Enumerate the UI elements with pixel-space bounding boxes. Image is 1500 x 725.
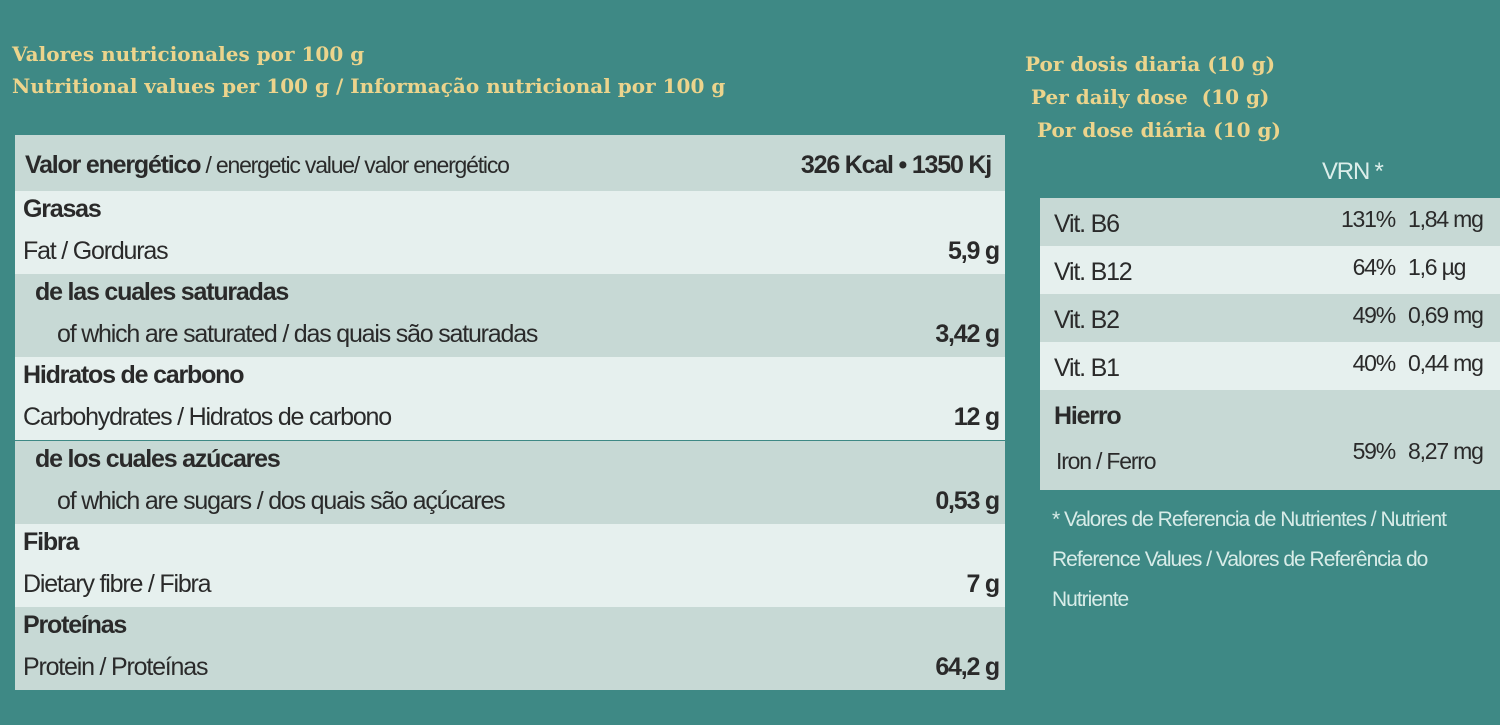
vitamin-name: Vit. B12 <box>1054 258 1133 286</box>
vitamin-name: Hierro <box>1054 402 1122 430</box>
vrn-header: VRN * <box>1322 158 1384 185</box>
nutrient-value: 7 g <box>966 569 1000 598</box>
energy-label: Valor energético / energetic value/ valo… <box>25 151 510 180</box>
nutrient-subtitle: Protein / Proteínas <box>23 653 208 681</box>
nutrient-value: 3,42 g <box>935 320 1000 349</box>
nutrient-row: de los cuales azúcares of which are sugar… <box>15 440 1005 524</box>
energy-subtitle: / energetic value/ valor energético <box>200 152 510 178</box>
nutrient-row: Proteínas Protein / Proteínas 64,2 g <box>15 607 1005 690</box>
vitamin-amount: 0,69 mg <box>1408 302 1484 328</box>
vitamin-amount: 8,27 mg <box>1408 438 1484 464</box>
nutrient-value: 64,2 g <box>935 653 1000 681</box>
nutrient-subtitle: Dietary fibre / Fibra <box>23 569 212 598</box>
vitamin-row: Vit. B6 131% 1,84 mg <box>1040 198 1500 246</box>
vitamin-pct: 64% <box>1352 254 1397 280</box>
header-line: Valores nutricionales por 100 g <box>12 42 365 66</box>
vitamin-name: Vit. B1 <box>1054 354 1120 382</box>
nutrient-subtitle: of which are sugars / dos quais são açúc… <box>57 486 506 515</box>
daily-line: Per daily dose (10 g) <box>1031 85 1270 109</box>
energy-title: Valor energético <box>25 151 202 179</box>
nutrient-title: de los cuales azúcares <box>35 444 281 473</box>
vitamin-row: Vit. B1 40% 0,44 mg <box>1040 342 1500 390</box>
nutrient-value: 0,53 g <box>935 486 1000 515</box>
vitamin-pct: 59% <box>1352 438 1397 464</box>
energy-value: 326 Kcal • 1350 Kj <box>800 151 992 179</box>
vitamin-amount: 1,6 µg <box>1408 254 1466 280</box>
daily-line: Por dosis diaria (10 g) <box>1025 52 1276 76</box>
nutrient-row: Grasas Fat / Gorduras 5,9 g <box>15 191 1005 274</box>
nutrient-row: de las cuales saturadas of which are satu… <box>15 274 1005 358</box>
nutrient-row: Hidratos de carbono Carbohydrates / Hidra… <box>15 357 1005 441</box>
vitamin-amount: 0,44 mg <box>1408 350 1484 376</box>
vitamin-row: Hierro Iron / Ferro 59% 8,27 mg <box>1040 390 1500 490</box>
nutrient-title: Hidratos de carbono <box>23 361 244 390</box>
nutrient-value: 5,9 g <box>948 237 1000 265</box>
vitamin-row: Vit. B2 49% 0,69 mg <box>1040 294 1500 342</box>
nutrient-title: de las cuales saturadas <box>35 278 289 307</box>
nutrient-title: Grasas <box>23 195 102 223</box>
nutrient-title: Fibra <box>23 527 79 556</box>
daily-line: Por dose diária (10 g) <box>1037 118 1281 142</box>
nutrient-row: Fibra Dietary fibre / Fibra 7 g <box>15 523 1005 607</box>
vitamin-subtitle: Iron / Ferro <box>1056 448 1157 474</box>
nutrient-value: 12 g <box>953 403 1000 432</box>
nutrient-subtitle: of which are saturated / das quais são s… <box>57 320 538 349</box>
vitamin-amount: 1,84 mg <box>1408 206 1484 232</box>
vitamin-name: Vit. B6 <box>1054 210 1120 238</box>
vitamin-row: Vit. B12 64% 1,6 µg <box>1040 246 1500 294</box>
nutrient-subtitle: Carbohydrates / Hidratos de carbono <box>23 403 392 432</box>
nutrient-subtitle: Fat / Gorduras <box>23 237 169 265</box>
nutrient-title: Proteínas <box>23 611 127 639</box>
footnote: * Valores de Referencia de Nutrientes / … <box>1052 508 1447 611</box>
vitamin-name: Vit. B2 <box>1054 306 1120 334</box>
vitamin-pct: 49% <box>1352 302 1397 328</box>
energy-row: Valor energético / energetic value/ valo… <box>15 135 1005 191</box>
vitamin-pct: 40% <box>1352 350 1397 376</box>
vitamin-pct: 131% <box>1340 206 1396 232</box>
header-line: Nutritional values per 100 g / Informaçã… <box>12 74 726 98</box>
